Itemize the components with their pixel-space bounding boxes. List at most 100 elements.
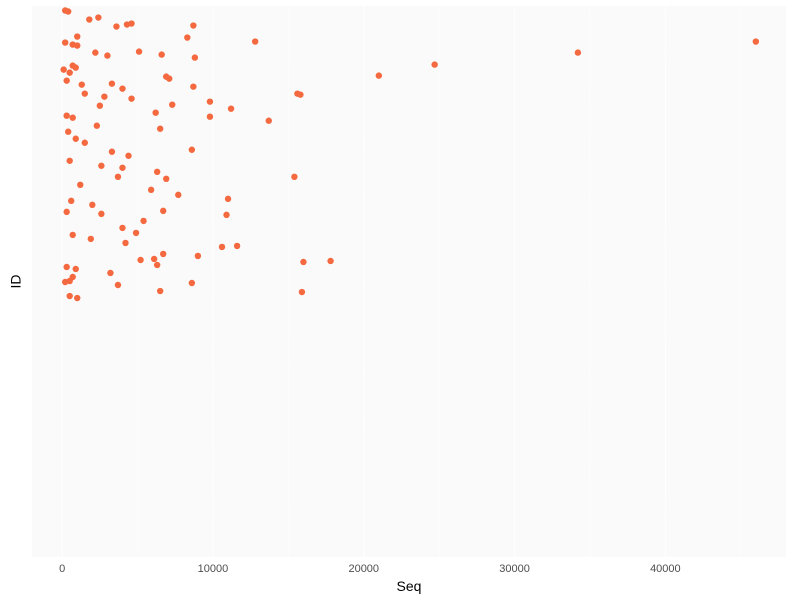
data-point bbox=[163, 175, 170, 183]
data-point bbox=[218, 243, 226, 251]
x-tick-label: 0 bbox=[59, 563, 65, 575]
data-point bbox=[150, 255, 158, 263]
data-point bbox=[152, 109, 159, 116]
data-point bbox=[72, 265, 79, 273]
data-point bbox=[132, 229, 140, 237]
data-point bbox=[160, 207, 167, 215]
data-point bbox=[375, 72, 383, 79]
data-point bbox=[156, 287, 164, 295]
data-point bbox=[64, 128, 72, 135]
data-point bbox=[63, 77, 70, 84]
data-point bbox=[135, 48, 143, 55]
data-point bbox=[60, 66, 67, 73]
data-point bbox=[119, 224, 126, 232]
data-point bbox=[93, 122, 101, 129]
x-tick-labels: 0 10000 20000 30000 40000 bbox=[59, 563, 681, 575]
data-point bbox=[101, 93, 108, 100]
data-point bbox=[77, 181, 84, 189]
data-point bbox=[81, 90, 88, 97]
data-point bbox=[98, 162, 105, 169]
data-point bbox=[69, 114, 76, 121]
data-point bbox=[160, 250, 167, 258]
data-point bbox=[72, 135, 79, 142]
data-point bbox=[147, 186, 155, 194]
data-point bbox=[224, 195, 232, 203]
x-tick-label: 20000 bbox=[348, 563, 379, 575]
data-point bbox=[114, 281, 122, 289]
data-point bbox=[184, 34, 191, 41]
data-point bbox=[265, 117, 272, 124]
data-point bbox=[95, 14, 102, 21]
data-point bbox=[431, 61, 438, 68]
data-point bbox=[190, 22, 197, 29]
data-point bbox=[158, 51, 165, 58]
data-point bbox=[752, 38, 760, 45]
data-point bbox=[156, 125, 164, 132]
data-point bbox=[291, 173, 298, 181]
data-point bbox=[128, 20, 135, 27]
data-point bbox=[81, 139, 88, 146]
data-point bbox=[107, 269, 114, 277]
data-point bbox=[140, 217, 147, 225]
y-axis-title: ID bbox=[8, 275, 24, 289]
data-point bbox=[175, 191, 182, 199]
data-point bbox=[63, 263, 70, 271]
data-point bbox=[194, 252, 202, 260]
data-point bbox=[69, 231, 76, 239]
data-point bbox=[92, 49, 99, 56]
data-point bbox=[119, 85, 126, 92]
data-point bbox=[206, 98, 214, 105]
data-point bbox=[191, 54, 199, 61]
data-point bbox=[128, 95, 135, 102]
data-point bbox=[298, 288, 306, 296]
data-point bbox=[169, 101, 176, 108]
data-point bbox=[166, 75, 173, 82]
data-point bbox=[87, 235, 95, 243]
data-point bbox=[223, 211, 230, 219]
data-point bbox=[96, 102, 104, 109]
data-point bbox=[72, 64, 79, 71]
data-point bbox=[66, 157, 73, 164]
data-point bbox=[233, 242, 241, 250]
data-point bbox=[74, 294, 81, 302]
data-point bbox=[137, 256, 144, 264]
data-point bbox=[188, 146, 196, 153]
data-point bbox=[63, 112, 70, 119]
data-point bbox=[66, 277, 73, 285]
data-point bbox=[327, 257, 334, 265]
data-point bbox=[108, 148, 116, 155]
data-point bbox=[66, 69, 73, 76]
data-point bbox=[227, 105, 235, 112]
data-point bbox=[78, 81, 85, 88]
data-point bbox=[153, 168, 161, 175]
x-tick-label: 30000 bbox=[499, 563, 530, 575]
data-point bbox=[68, 197, 75, 205]
data-point bbox=[300, 258, 307, 266]
data-point bbox=[64, 8, 72, 15]
data-point bbox=[86, 16, 93, 23]
data-point bbox=[89, 201, 96, 209]
data-point bbox=[74, 33, 81, 40]
y-gridlines bbox=[32, 6, 786, 557]
data-point bbox=[125, 152, 132, 159]
data-point bbox=[113, 23, 120, 30]
data-point bbox=[119, 164, 126, 171]
data-point bbox=[114, 173, 122, 181]
data-point bbox=[66, 292, 73, 300]
data-point bbox=[98, 210, 105, 218]
data-point bbox=[206, 113, 214, 120]
data-point bbox=[251, 38, 259, 45]
data-point bbox=[188, 279, 196, 287]
data-point bbox=[104, 52, 111, 59]
data-point bbox=[74, 42, 81, 49]
x-axis-title: Seq bbox=[397, 578, 422, 594]
data-point bbox=[153, 261, 161, 269]
data-point bbox=[574, 49, 582, 56]
data-point bbox=[108, 80, 116, 87]
data-point bbox=[122, 239, 129, 247]
x-tick-label: 10000 bbox=[198, 563, 229, 575]
x-tick-label: 40000 bbox=[650, 563, 681, 575]
data-points bbox=[60, 7, 760, 302]
data-point bbox=[61, 39, 69, 46]
